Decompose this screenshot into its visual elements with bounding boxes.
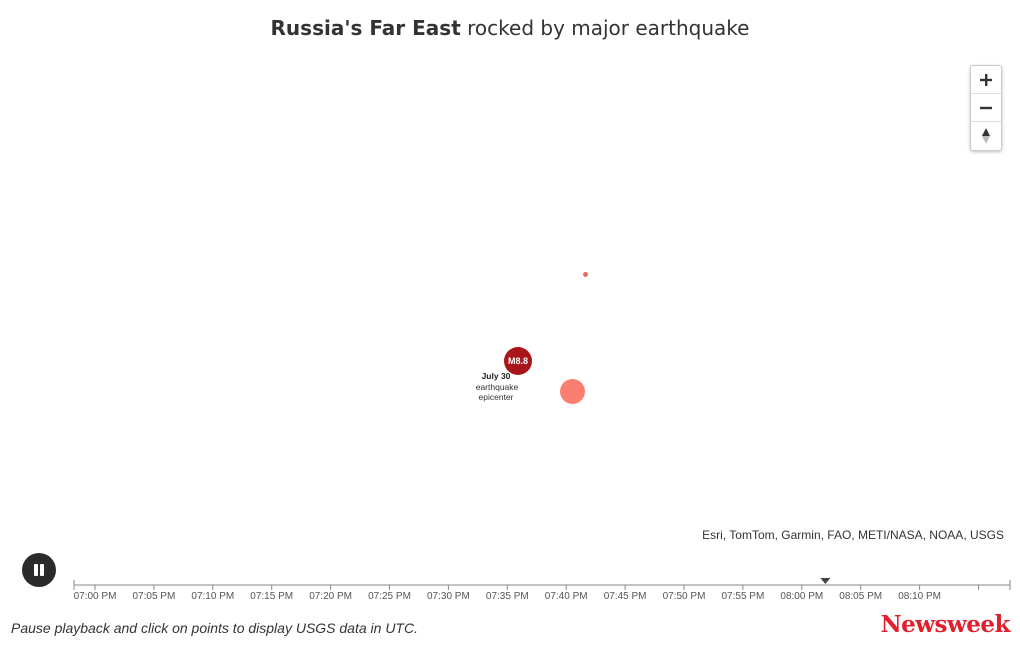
timeline-tick-label: 07:15 PM [250,591,294,602]
newsweek-logo: Newsweek [880,611,1011,638]
timeline-tick-label: 07:40 PM [544,591,588,602]
timeline-tick-label: 07:50 PM [662,591,706,602]
zoom-out-button[interactable] [971,94,1001,122]
title-bold: Russia's Far East [270,16,461,40]
map-attribution: Esri, TomTom, Garmin, FAO, METI/NASA, NO… [702,528,1004,542]
epicenter-date-label: July 30 [481,371,511,381]
timeline-tick-label: 07:45 PM [603,591,647,602]
pause-icon [34,564,44,576]
timeline-tick-label: 07:05 PM [132,591,176,602]
page-title: Russia's Far East rocked by major earthq… [0,16,1020,40]
timeline-tick-label: 07:55 PM [721,591,765,602]
timeline-tick-label: 07:30 PM [426,591,470,602]
footnote: Pause playback and click on points to di… [11,620,418,636]
timeline-tick-label: 08:05 PM [839,591,883,602]
pause-button[interactable] [22,553,56,587]
timeline-tick-label: 08:10 PM [898,591,941,602]
timeline-slider[interactable]: 07:00 PM 07:05 PM 07:10 PM 07:15 PM 07:20 PM… [73,578,1011,604]
reset-north-button[interactable] [971,122,1001,150]
zoom-control [970,65,1002,151]
minus-icon [980,106,992,109]
zoom-in-button[interactable] [971,66,1001,94]
earthquake-point[interactable] [583,272,588,277]
timeline-tick-label: 07:20 PM [309,591,352,602]
title-rest: rocked by major earthquake [467,16,750,40]
timeline-tick-label: 07:25 PM [368,591,411,602]
earthquake-point[interactable] [560,379,585,404]
epicenter-magnitude-badge[interactable]: M8.8 [504,347,532,375]
timeline-axis [73,578,1011,590]
compass-reset-icon [982,128,990,144]
epicenter-label-line1: earthquake [475,382,519,392]
timeline-tick-label: 07:00 PM [73,591,117,602]
timeline-tick-label: 07:10 PM [191,591,235,602]
timeline-tick-label: 08:00 PM [780,591,824,602]
magnitude-label: M8.8 [507,356,528,366]
timeline-tick-label: 07:35 PM [485,591,529,602]
map-canvas[interactable] [0,60,1020,550]
epicenter-label-line2: epicenter [478,392,514,402]
timeline-handle[interactable] [820,578,831,584]
plus-icon [980,73,992,86]
